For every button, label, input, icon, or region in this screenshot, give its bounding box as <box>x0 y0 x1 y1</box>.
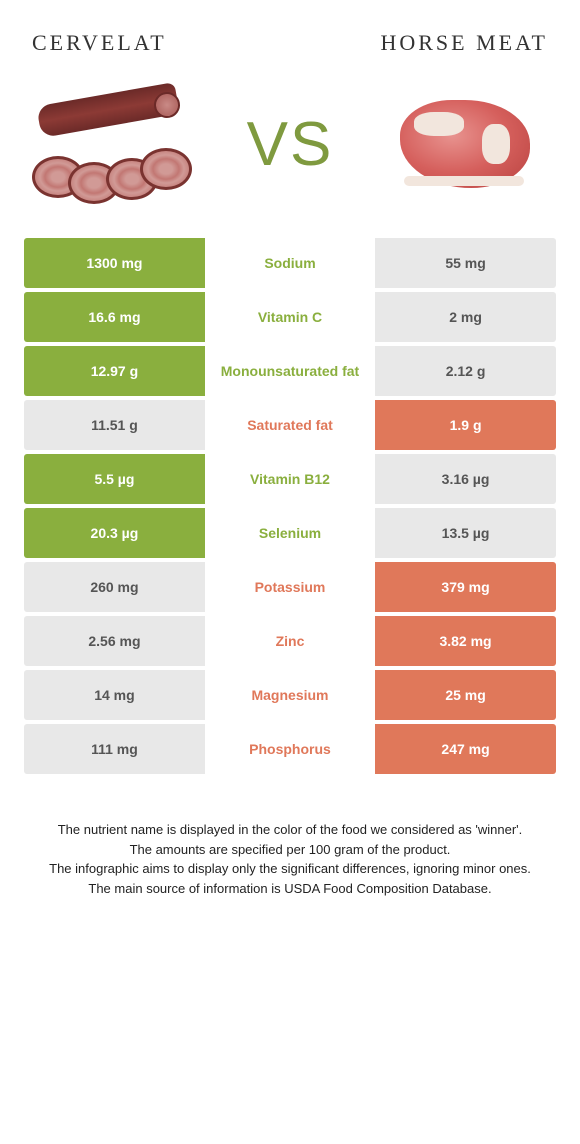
right-value: 2.12 g <box>375 346 556 396</box>
nutrient-row: 1300 mgSodium55 mg <box>24 238 556 288</box>
right-value: 379 mg <box>375 562 556 612</box>
nutrient-name: Zinc <box>205 616 375 666</box>
left-value: 12.97 g <box>24 346 205 396</box>
left-food-image <box>28 84 198 204</box>
left-food-title: Cervelat <box>32 30 167 56</box>
left-value: 11.51 g <box>24 400 205 450</box>
right-value: 25 mg <box>375 670 556 720</box>
right-value: 3.82 mg <box>375 616 556 666</box>
left-value: 14 mg <box>24 670 205 720</box>
right-value: 2 mg <box>375 292 556 342</box>
nutrient-name: Monounsaturated fat <box>205 346 375 396</box>
nutrient-row: 11.51 gSaturated fat1.9 g <box>24 400 556 450</box>
left-value: 5.5 µg <box>24 454 205 504</box>
nutrient-name: Saturated fat <box>205 400 375 450</box>
left-value: 111 mg <box>24 724 205 774</box>
right-food-title: Horse meat <box>380 30 548 56</box>
right-food-image <box>382 84 552 204</box>
nutrient-name: Phosphorus <box>205 724 375 774</box>
nutrient-name: Selenium <box>205 508 375 558</box>
nutrient-name: Sodium <box>205 238 375 288</box>
nutrient-table: 1300 mgSodium55 mg16.6 mgVitamin C2 mg12… <box>24 238 556 774</box>
footnote-line: The infographic aims to display only the… <box>30 859 550 879</box>
left-value: 20.3 µg <box>24 508 205 558</box>
nutrient-row: 12.97 gMonounsaturated fat2.12 g <box>24 346 556 396</box>
nutrient-name: Vitamin C <box>205 292 375 342</box>
nutrient-row: 260 mgPotassium379 mg <box>24 562 556 612</box>
right-value: 13.5 µg <box>375 508 556 558</box>
nutrient-row: 14 mgMagnesium25 mg <box>24 670 556 720</box>
left-value: 2.56 mg <box>24 616 205 666</box>
footnote-line: The amounts are specified per 100 gram o… <box>30 840 550 860</box>
right-value: 3.16 µg <box>375 454 556 504</box>
footnote-line: The main source of information is USDA F… <box>30 879 550 899</box>
left-value: 16.6 mg <box>24 292 205 342</box>
right-value: 55 mg <box>375 238 556 288</box>
right-value: 247 mg <box>375 724 556 774</box>
nutrient-name: Potassium <box>205 562 375 612</box>
nutrient-row: 2.56 mgZinc3.82 mg <box>24 616 556 666</box>
nutrient-name: Vitamin B12 <box>205 454 375 504</box>
vs-row: VS <box>24 84 556 204</box>
nutrient-row: 111 mgPhosphorus247 mg <box>24 724 556 774</box>
title-row: Cervelat Horse meat <box>24 30 556 56</box>
footnote-line: The nutrient name is displayed in the co… <box>30 820 550 840</box>
nutrient-row: 16.6 mgVitamin C2 mg <box>24 292 556 342</box>
vs-label: VS <box>247 109 334 180</box>
footnotes: The nutrient name is displayed in the co… <box>24 820 556 898</box>
right-value: 1.9 g <box>375 400 556 450</box>
left-value: 1300 mg <box>24 238 205 288</box>
nutrient-row: 20.3 µgSelenium13.5 µg <box>24 508 556 558</box>
nutrient-name: Magnesium <box>205 670 375 720</box>
nutrient-row: 5.5 µgVitamin B123.16 µg <box>24 454 556 504</box>
left-value: 260 mg <box>24 562 205 612</box>
